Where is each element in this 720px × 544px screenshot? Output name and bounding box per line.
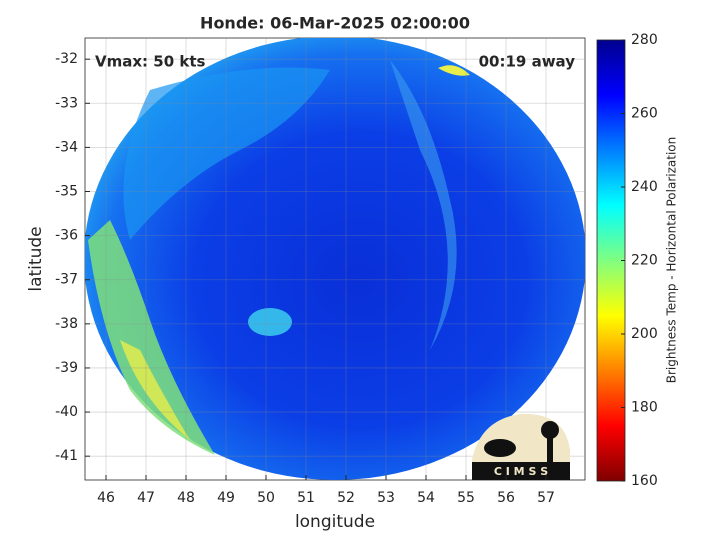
satellite-swath bbox=[85, 38, 585, 480]
x-tick-label: 54 bbox=[417, 490, 435, 506]
y-tick-label: -38 bbox=[55, 316, 78, 332]
grid bbox=[85, 38, 585, 480]
logo-dish bbox=[484, 439, 516, 457]
y-tick-label: -34 bbox=[55, 139, 78, 155]
chart-title: Honde: 06-Mar-2025 02:00:00 bbox=[200, 14, 470, 33]
y-tick-label: -35 bbox=[55, 184, 78, 200]
x-tick-label: 56 bbox=[497, 490, 515, 506]
warm-core bbox=[120, 340, 190, 440]
warm-band bbox=[88, 220, 215, 455]
x-axis-label: longitude bbox=[295, 512, 375, 532]
annotation: 00:19 away bbox=[479, 53, 576, 71]
y-tick-label: -39 bbox=[55, 360, 78, 376]
x-tick-label: 49 bbox=[217, 490, 235, 506]
colorbar-tick-label: 280 bbox=[631, 32, 658, 48]
x-tick-label: 52 bbox=[337, 490, 355, 506]
x-tick-label: 50 bbox=[257, 490, 275, 506]
y-tick-label: -40 bbox=[55, 404, 78, 420]
x-tick-label: 57 bbox=[537, 490, 555, 506]
y-axis-label: latitude bbox=[26, 226, 46, 291]
logo: C I M S S bbox=[472, 413, 570, 480]
colorbar-tick-label: 160 bbox=[631, 473, 658, 489]
logo-text: C I M S S bbox=[494, 465, 548, 478]
logo-tower bbox=[547, 438, 553, 462]
y-tick-label: -37 bbox=[55, 272, 78, 288]
x-tick-label: 48 bbox=[177, 490, 195, 506]
y-tick-label: -36 bbox=[55, 228, 78, 244]
x-tick-label: 53 bbox=[377, 490, 395, 506]
colorbar-tick-label: 180 bbox=[631, 400, 658, 416]
y-tick-label: -41 bbox=[55, 448, 78, 464]
y-tick-label: -32 bbox=[55, 51, 78, 67]
cloud-band bbox=[390, 60, 457, 350]
colorbar-tick-label: 200 bbox=[631, 326, 658, 342]
cloud-band bbox=[123, 67, 330, 240]
colorbar-label: Brightness Temp - Horizontal Polarizatio… bbox=[665, 137, 679, 384]
cloud-patch bbox=[248, 308, 292, 336]
x-tick-label: 46 bbox=[97, 490, 115, 506]
logo-tower bbox=[541, 421, 559, 439]
colorbar-tick-label: 220 bbox=[631, 253, 658, 269]
warm-patch bbox=[438, 65, 470, 76]
colorbar-tick-label: 260 bbox=[631, 106, 658, 122]
annotation: Vmax: 50 kts bbox=[95, 53, 205, 71]
colorbar-tick-label: 240 bbox=[631, 179, 658, 195]
y-tick-label: -33 bbox=[55, 95, 78, 111]
x-tick-label: 55 bbox=[457, 490, 475, 506]
x-tick-label: 51 bbox=[297, 490, 315, 506]
x-tick-label: 47 bbox=[137, 490, 155, 506]
colorbar bbox=[596, 39, 626, 482]
